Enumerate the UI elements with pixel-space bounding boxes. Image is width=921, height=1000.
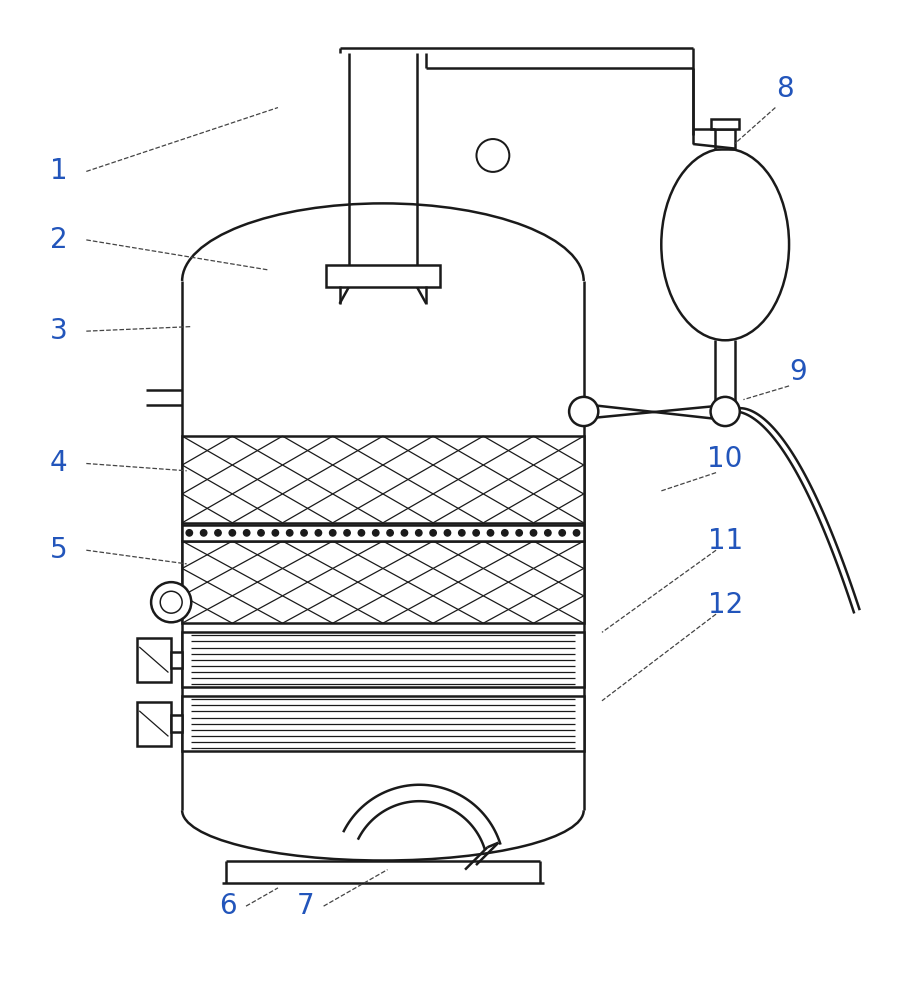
Circle shape [559,530,565,536]
Text: 7: 7 [297,892,314,920]
Circle shape [315,530,321,536]
Circle shape [574,530,579,536]
Text: 6: 6 [219,892,237,920]
Circle shape [160,591,182,613]
Circle shape [459,530,465,536]
Circle shape [373,530,379,536]
Bar [182,541,584,623]
Circle shape [476,139,509,172]
Bar [326,265,440,287]
Circle shape [444,530,450,536]
Circle shape [402,530,408,536]
Circle shape [258,530,264,536]
Circle shape [330,530,336,536]
Bar [171,652,182,668]
Circle shape [473,530,479,536]
Circle shape [358,530,365,536]
Circle shape [243,530,250,536]
Circle shape [569,397,599,426]
Circle shape [301,530,308,536]
Text: 4: 4 [50,449,68,477]
Ellipse shape [661,149,789,340]
Bar [182,525,584,541]
Circle shape [186,530,192,536]
Circle shape [229,530,236,536]
Bar [715,129,735,149]
Circle shape [344,530,350,536]
Text: 1: 1 [50,157,68,185]
Circle shape [711,397,740,426]
Circle shape [516,530,522,536]
Bar [136,702,171,746]
Circle shape [151,582,192,622]
Circle shape [530,530,537,536]
Text: 10: 10 [707,445,743,473]
Circle shape [286,530,293,536]
Text: 2: 2 [50,226,68,254]
Circle shape [201,530,207,536]
Circle shape [544,530,551,536]
Bar [182,632,584,687]
Bar [171,715,182,732]
Text: 3: 3 [50,317,68,345]
Bar [182,696,584,751]
Text: 12: 12 [707,591,743,619]
Circle shape [502,530,508,536]
Bar [182,436,584,523]
Text: 8: 8 [775,75,793,103]
Circle shape [487,530,494,536]
Text: 11: 11 [707,527,743,555]
Text: 5: 5 [50,536,68,564]
Circle shape [387,530,393,536]
Circle shape [415,530,422,536]
Bar [712,119,739,129]
Text: 9: 9 [789,358,807,386]
Circle shape [273,530,278,536]
Bar [136,638,171,682]
Circle shape [430,530,437,536]
Circle shape [215,530,221,536]
